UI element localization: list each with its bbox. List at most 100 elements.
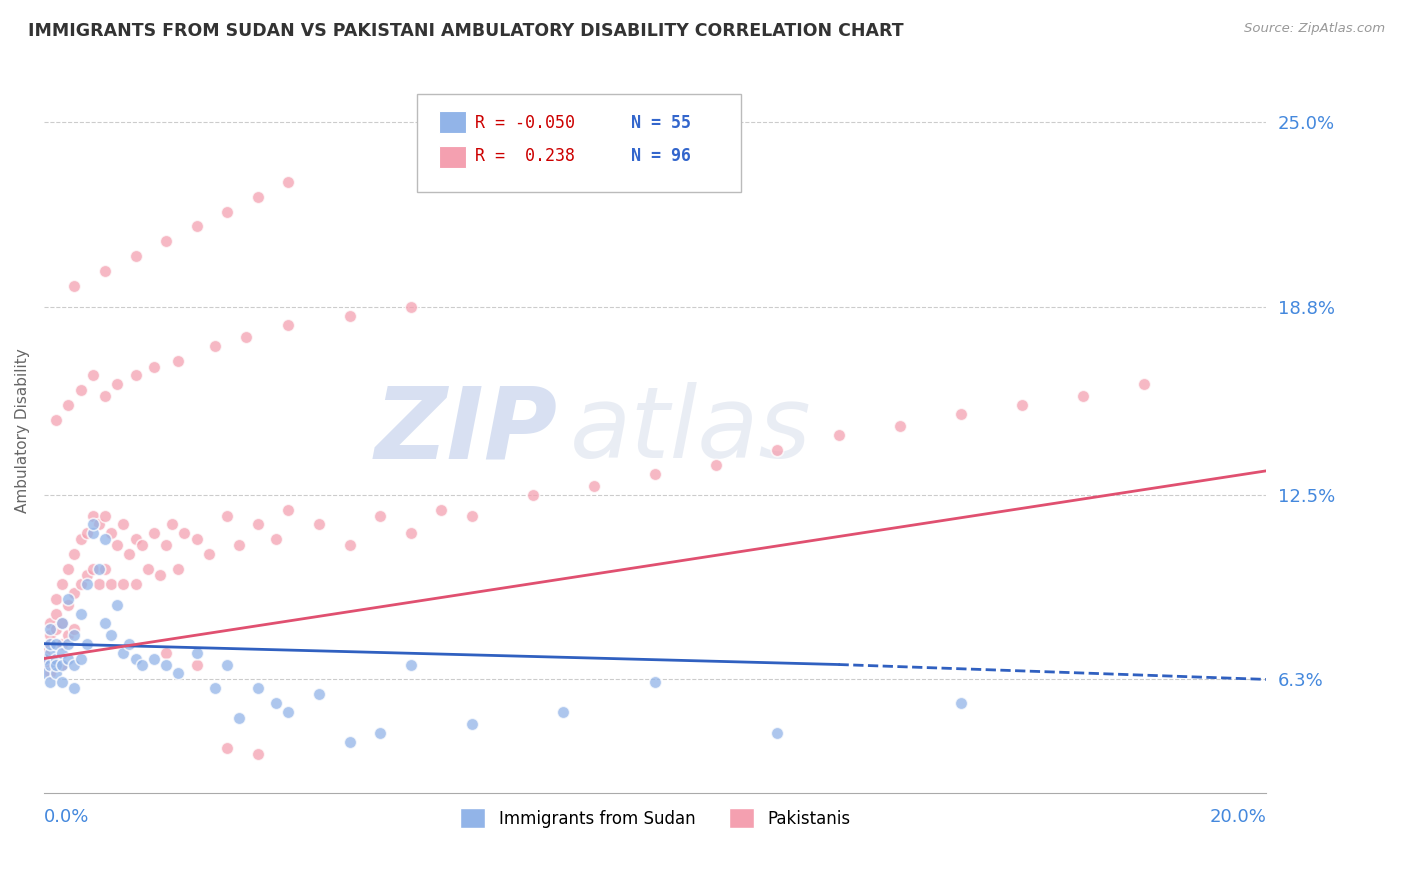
Point [228, 711, 250, 725]
Point [58, 591, 80, 606]
Point [235, 329, 257, 343]
Point [45, 413, 67, 427]
Point [889, 419, 911, 434]
Point [124, 577, 146, 591]
Point [39, 666, 62, 681]
Point [69, 607, 91, 621]
Point [246, 747, 269, 761]
Point [58, 651, 80, 665]
Point [246, 681, 269, 696]
Point [58, 398, 80, 412]
Text: Source: ZipAtlas.com: Source: ZipAtlas.com [1244, 22, 1385, 36]
Point [644, 467, 666, 481]
Point [430, 502, 453, 516]
Point [217, 508, 239, 523]
Point [131, 657, 153, 672]
Point [368, 508, 391, 523]
Point [264, 533, 287, 547]
Point [51, 615, 73, 630]
Point [399, 657, 422, 672]
Point [63, 547, 86, 561]
Point [100, 628, 122, 642]
Point [949, 407, 972, 421]
Point [76, 637, 98, 651]
Point [51, 577, 73, 591]
Point [949, 696, 972, 710]
Point [124, 533, 146, 547]
Point [63, 586, 86, 600]
Text: R = -0.050: R = -0.050 [475, 114, 575, 132]
Point [51, 657, 73, 672]
Point [45, 637, 67, 651]
Point [186, 219, 208, 234]
Point [112, 646, 135, 660]
Point [118, 547, 141, 561]
Point [51, 675, 73, 690]
Point [246, 189, 269, 203]
Point [82, 517, 104, 532]
Point [399, 526, 422, 541]
Point [69, 651, 91, 665]
Point [277, 318, 299, 332]
Point [198, 547, 221, 561]
Point [82, 368, 104, 383]
Point [217, 741, 239, 756]
Point [94, 264, 117, 278]
Point [277, 175, 299, 189]
Point [45, 651, 67, 665]
Point [149, 568, 172, 582]
Point [368, 726, 391, 740]
Point [173, 526, 195, 541]
Point [76, 526, 98, 541]
Point [142, 526, 165, 541]
Point [186, 646, 208, 660]
Point [100, 577, 122, 591]
Point [155, 646, 177, 660]
Point [264, 696, 287, 710]
Point [58, 598, 80, 612]
Point [118, 637, 141, 651]
Point [100, 526, 122, 541]
Point [827, 428, 849, 442]
Point [1133, 377, 1156, 392]
Point [51, 637, 73, 651]
Point [112, 517, 135, 532]
Point [766, 726, 789, 740]
Point [39, 628, 62, 642]
Point [461, 508, 484, 523]
Point [82, 508, 104, 523]
Text: N = 55: N = 55 [631, 114, 690, 132]
Point [63, 628, 86, 642]
Point [124, 249, 146, 263]
Point [277, 705, 299, 719]
Point [112, 577, 135, 591]
Point [63, 681, 86, 696]
Point [39, 657, 62, 672]
Point [399, 300, 422, 314]
Point [45, 622, 67, 636]
Point [58, 637, 80, 651]
Text: 20.0%: 20.0% [1209, 807, 1267, 826]
Point [51, 646, 73, 660]
Point [124, 651, 146, 665]
Point [186, 533, 208, 547]
Point [69, 533, 91, 547]
Point [58, 628, 80, 642]
Point [124, 368, 146, 383]
Legend: Immigrants from Sudan, Pakistanis: Immigrants from Sudan, Pakistanis [454, 801, 856, 835]
Point [1071, 389, 1094, 403]
Point [94, 508, 117, 523]
Point [308, 517, 330, 532]
Point [522, 488, 544, 502]
Point [87, 577, 110, 591]
Point [204, 339, 226, 353]
Point [82, 562, 104, 576]
Point [167, 353, 190, 368]
Point [94, 615, 117, 630]
Point [76, 568, 98, 582]
Point [87, 517, 110, 532]
Point [39, 622, 62, 636]
Point [155, 657, 177, 672]
Point [277, 502, 299, 516]
Point [766, 442, 789, 457]
